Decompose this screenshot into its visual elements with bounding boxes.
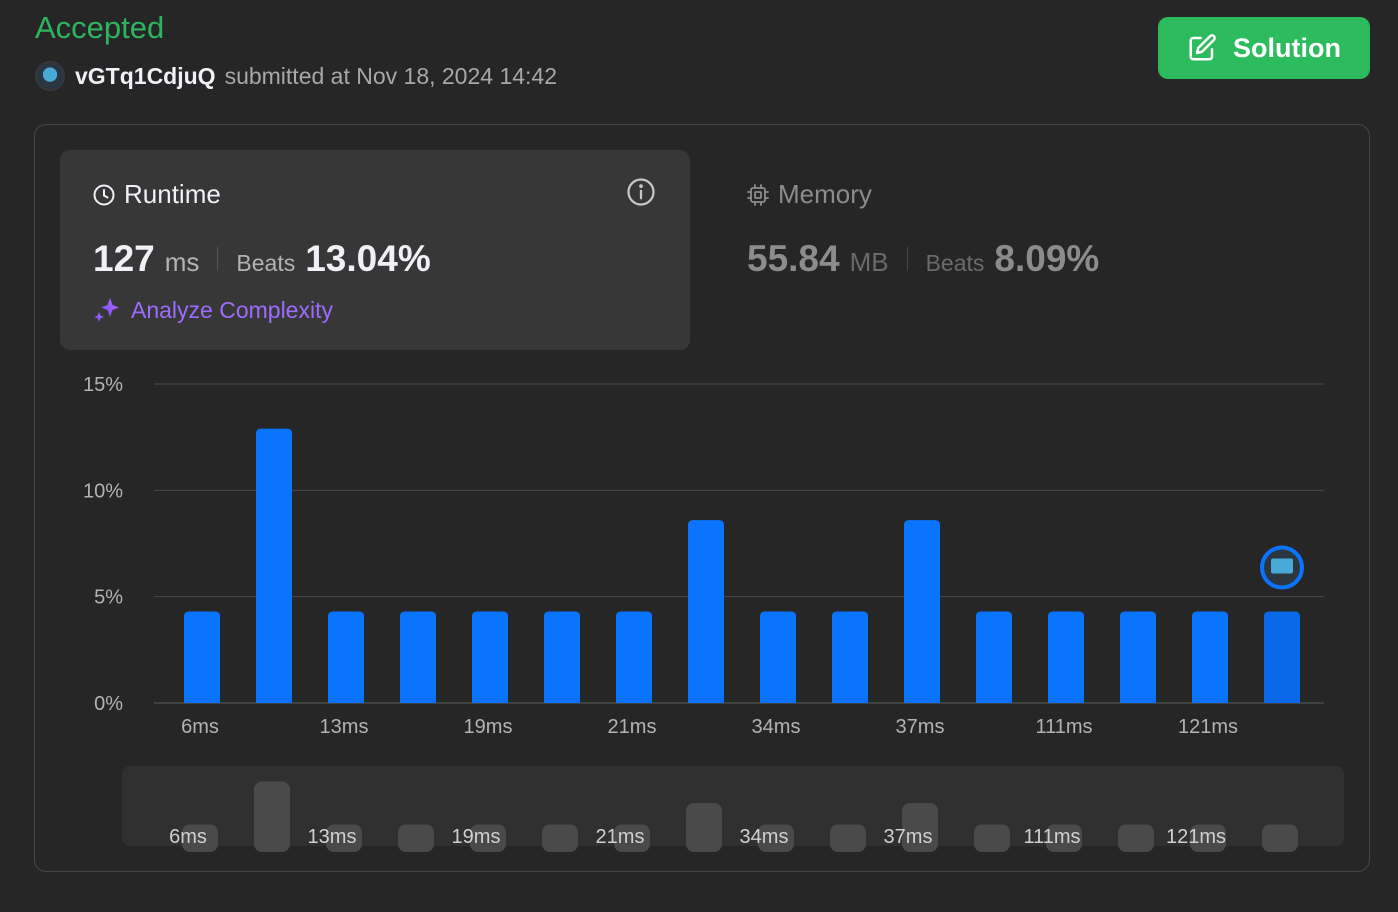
avatar[interactable] (35, 61, 65, 91)
runtime-unit: ms (164, 247, 200, 277)
divider (217, 247, 219, 271)
runtime-value: 127 (93, 238, 155, 279)
clock-icon (93, 184, 115, 205)
username-link[interactable]: vGTq1CdjuQ (75, 62, 216, 89)
divider (906, 247, 908, 271)
runtime-beats-label: Beats (236, 250, 296, 276)
memory-title: Memory (746, 179, 872, 210)
memory-metric: 55.84 MB Beats 8.09% (747, 238, 1099, 280)
memory-title-text: Memory (778, 179, 872, 209)
memory-beats-value: 8.09% (994, 238, 1100, 279)
results-panel (34, 124, 1370, 872)
edit-icon (1189, 34, 1216, 61)
runtime-metric: 127 ms Beats 13.04% (93, 238, 431, 280)
memory-beats-label: Beats (925, 250, 985, 276)
runtime-title-text: Runtime (124, 179, 221, 209)
status-label: Accepted (35, 10, 165, 45)
chip-icon (747, 183, 769, 206)
info-icon[interactable] (626, 177, 656, 207)
solution-button-label: Solution (1233, 32, 1341, 63)
analyze-complexity-label: Analyze Complexity (131, 296, 333, 323)
submitted-at-text: submitted at Nov 18, 2024 14:42 (224, 62, 558, 89)
runtime-beats-value: 13.04% (305, 238, 431, 279)
runtime-tab[interactable]: Runtime 127 ms Beats 13.04% Analyze Comp… (60, 150, 690, 350)
memory-unit: MB (849, 247, 889, 277)
memory-value: 55.84 (747, 238, 840, 279)
sparkle-icon (94, 298, 119, 322)
solution-button[interactable]: Solution (1158, 17, 1370, 79)
runtime-title: Runtime (92, 179, 221, 210)
submission-info: vGTq1CdjuQ submitted at Nov 18, 2024 14:… (35, 60, 557, 92)
analyze-complexity-button[interactable]: Analyze Complexity (92, 295, 333, 325)
